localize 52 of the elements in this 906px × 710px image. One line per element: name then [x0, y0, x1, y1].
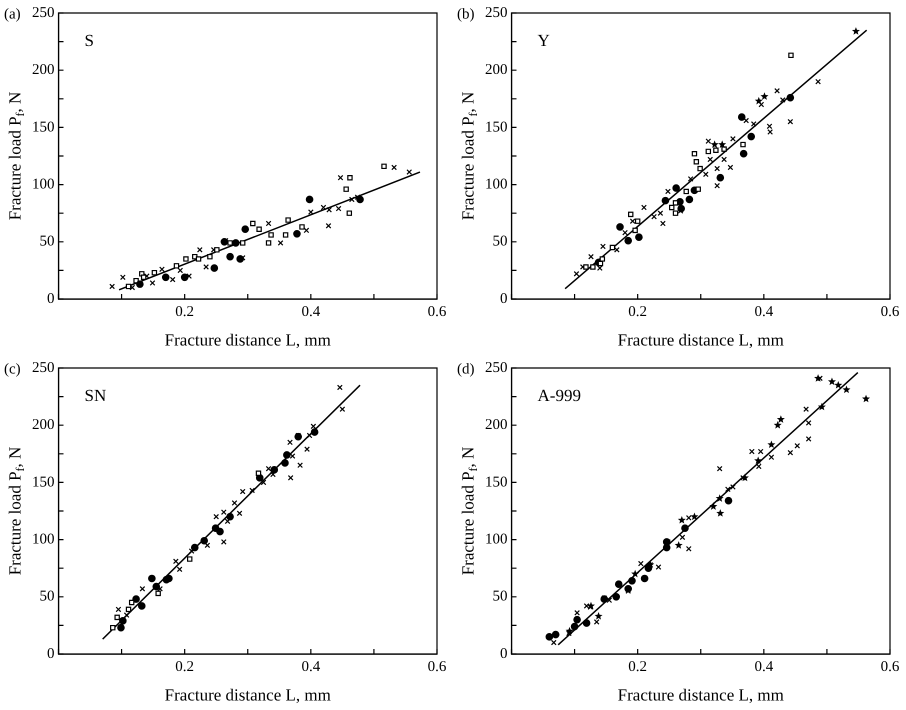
y-tick-label: 150 — [485, 119, 508, 136]
chart-title: (a) — [4, 6, 21, 22]
y-tick-label: 250 — [32, 360, 54, 376]
y-tick-label: 250 — [485, 4, 508, 21]
y-tick-label: 250 — [32, 4, 54, 21]
y-axis-title: Fracture load Pf, N — [5, 446, 28, 576]
x-tick-label: 0.4 — [754, 658, 774, 675]
y-tick-label: 100 — [485, 532, 508, 548]
x-tick-label: 0.2 — [628, 658, 648, 675]
y-tick-label: 250 — [485, 360, 508, 376]
y-tick-label: 100 — [32, 176, 54, 193]
y-tick-label: 100 — [32, 532, 54, 548]
y-axis-title: Fracture load Pf, N — [458, 92, 480, 220]
y-tick-label: 50 — [40, 234, 54, 250]
y-tick-label: 150 — [32, 474, 54, 490]
x-axis-title: Fracture distance L, mm — [618, 330, 784, 350]
y-axis-title: Fracture load Pf, N — [5, 92, 28, 220]
y-axis-title: Fracture load Pf, N — [458, 446, 480, 576]
x-tick-label: 0.2 — [175, 658, 194, 675]
x-axis-title: Fracture distance L, mm — [618, 685, 784, 704]
x-tick-label: 0.6 — [880, 658, 900, 675]
y-tick-label: 50 — [492, 588, 508, 605]
y-tick-label: 100 — [485, 176, 508, 193]
x-tick-label: 0.4 — [301, 658, 321, 675]
y-tick-label: 50 — [492, 234, 508, 250]
x-axis-title: Fracture distance L, mm — [164, 330, 331, 350]
x-tick-label: 0.6 — [880, 304, 900, 320]
x-tick-label: 0.2 — [628, 304, 648, 320]
y-tick-label: 0 — [47, 290, 54, 307]
chart-title: (d) — [457, 361, 474, 378]
y-tick-label: 150 — [485, 474, 508, 490]
y-tick-label: 0 — [47, 646, 54, 662]
y-tick-label: 150 — [32, 119, 54, 136]
x-tick-label: 0.6 — [428, 304, 447, 320]
y-tick-label: 200 — [485, 417, 508, 434]
x-axis-title: Fracture distance L, mm — [164, 685, 331, 704]
chart-title: (c) — [4, 361, 21, 378]
annotation: A-999 — [538, 386, 581, 405]
y-tick-label: 0 — [500, 646, 508, 662]
x-tick-label: 0.4 — [301, 304, 321, 320]
y-tick-label: 200 — [32, 417, 54, 434]
annotation: Y — [538, 30, 550, 50]
annotation: S — [84, 30, 94, 50]
y-tick-label: 50 — [40, 588, 54, 605]
x-tick-label: 0.6 — [428, 658, 447, 675]
x-tick-label: 0.2 — [175, 304, 194, 320]
y-tick-label: 200 — [32, 62, 54, 78]
y-tick-label: 0 — [500, 290, 508, 307]
chart-title: (b) — [457, 6, 474, 22]
y-tick-label: 200 — [485, 62, 508, 78]
x-tick-label: 0.4 — [754, 304, 774, 320]
annotation: SN — [84, 386, 106, 405]
